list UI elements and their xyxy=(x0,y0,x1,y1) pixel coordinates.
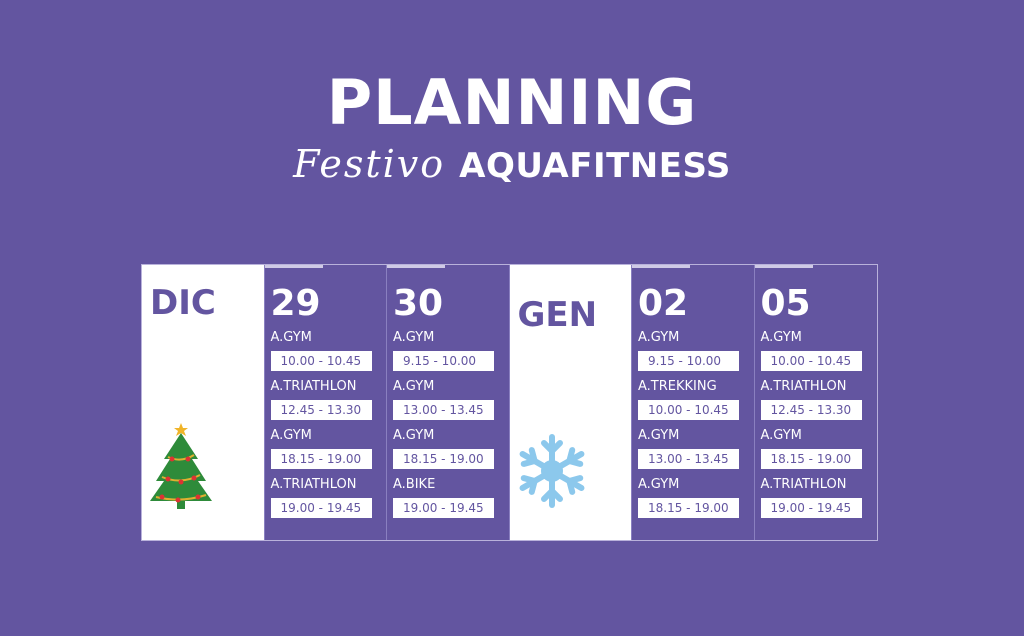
schedule-entry: A.GYM 18.15 - 19.00 xyxy=(638,477,742,518)
day-number: 02 xyxy=(638,283,689,324)
subtitle-aquafitness: AQUAFITNESS xyxy=(459,146,731,186)
page-title: PLANNING xyxy=(326,66,698,139)
time-box: 10.00 - 10.45 xyxy=(638,400,739,420)
snowflake-icon xyxy=(516,431,588,520)
day-column-30: 30 A.GYM 9.15 - 10.00 A.GYM 13.00 - 13.45 A.G… xyxy=(387,265,510,540)
time-box: 19.00 - 19.45 xyxy=(760,498,862,518)
time-box: 13.00 - 13.45 xyxy=(638,449,739,469)
activity-label: A.TRIATHLON xyxy=(760,379,847,394)
time-box: 13.00 - 13.45 xyxy=(393,400,494,420)
subtitle: Festivo AQUAFITNESS xyxy=(0,142,1024,186)
month-label: GEN xyxy=(517,295,598,335)
activity-label: A.TRIATHLON xyxy=(760,477,847,492)
time-box: 18.15 - 19.00 xyxy=(760,449,862,469)
schedule-entry: A.TREKKING 10.00 - 10.45 xyxy=(638,379,742,420)
activity-label: A.GYM xyxy=(638,428,680,443)
day-column-29: 29 A.GYM 10.00 - 10.45 A.TRIATHLON 12.45 - 1… xyxy=(264,265,387,540)
divider xyxy=(632,265,690,268)
activity-label: A.TREKKING xyxy=(638,379,717,394)
divider xyxy=(387,265,445,268)
activity-label: A.GYM xyxy=(760,330,802,345)
time-box: 18.15 - 19.00 xyxy=(393,449,494,469)
activity-label: A.GYM xyxy=(760,428,802,443)
day-number: 29 xyxy=(270,283,321,324)
schedule-entry: A.GYM 18.15 - 19.00 xyxy=(393,428,497,469)
time-box: 19.00 - 19.45 xyxy=(270,498,372,518)
schedule-entry: A.TRIATHLON 19.00 - 19.45 xyxy=(270,477,375,518)
activity-label: A.TRIATHLON xyxy=(270,477,357,492)
time-box: 9.15 - 10.00 xyxy=(638,351,739,371)
schedule-entry: A.TRIATHLON 12.45 - 13.30 xyxy=(760,379,865,420)
time-box: 9.15 - 10.00 xyxy=(393,351,494,371)
schedule-entry: A.TRIATHLON 12.45 - 13.30 xyxy=(270,379,375,420)
time-box: 19.00 - 19.45 xyxy=(393,498,494,518)
schedule-entry: A.GYM 10.00 - 10.45 xyxy=(270,330,375,371)
schedule-entry: A.GYM 13.00 - 13.45 xyxy=(393,379,497,420)
schedule-entry: A.GYM 9.15 - 10.00 xyxy=(638,330,742,371)
time-box: 18.15 - 19.00 xyxy=(638,498,739,518)
activity-label: A.GYM xyxy=(638,330,680,345)
month-label: DIC xyxy=(150,283,216,323)
day-number: 30 xyxy=(393,283,444,324)
activity-label: A.TRIATHLON xyxy=(270,379,357,394)
schedule-entry: A.GYM 10.00 - 10.45 xyxy=(760,330,865,371)
month-column-dic: DIC xyxy=(142,265,265,540)
time-box: 10.00 - 10.45 xyxy=(760,351,862,371)
schedule-entry: A.GYM 9.15 - 10.00 xyxy=(393,330,497,371)
activity-label: A.GYM xyxy=(270,428,312,443)
month-column-gen: GEN xyxy=(509,265,632,540)
schedule-entry: A.BIKE 19.00 - 19.45 xyxy=(393,477,497,518)
divider xyxy=(264,265,323,268)
divider xyxy=(754,265,813,268)
schedule-entry: A.GYM 13.00 - 13.45 xyxy=(638,428,742,469)
day-column-05: 05 A.GYM 10.00 - 10.45 A.TRIATHLON 12.45 - 1… xyxy=(754,265,877,540)
time-box: 10.00 - 10.45 xyxy=(270,351,372,371)
day-column-02: 02 A.GYM 9.15 - 10.00 A.TREKKING 10.00 - 10.… xyxy=(632,265,755,540)
activity-label: A.GYM xyxy=(393,379,435,394)
activity-label: A.GYM xyxy=(393,428,435,443)
schedule-entry: A.GYM 18.15 - 19.00 xyxy=(270,428,375,469)
subtitle-festivo: Festivo xyxy=(293,142,446,186)
activity-label: A.GYM xyxy=(638,477,680,492)
schedule-entry: A.GYM 18.15 - 19.00 xyxy=(760,428,865,469)
activity-label: A.GYM xyxy=(393,330,435,345)
schedule-grid: DIC 29 A.GYM 10.00 - 10.45 A.TRIATHLON 12.45 … xyxy=(141,264,878,541)
activity-label: A.BIKE xyxy=(393,477,436,492)
day-number: 05 xyxy=(760,283,811,324)
activity-label: A.GYM xyxy=(270,330,312,345)
time-box: 12.45 - 13.30 xyxy=(270,400,372,420)
schedule-entry: A.TRIATHLON 19.00 - 19.45 xyxy=(760,477,865,518)
christmas-tree-icon xyxy=(148,419,214,520)
time-box: 18.15 - 19.00 xyxy=(270,449,372,469)
time-box: 12.45 - 13.30 xyxy=(760,400,862,420)
